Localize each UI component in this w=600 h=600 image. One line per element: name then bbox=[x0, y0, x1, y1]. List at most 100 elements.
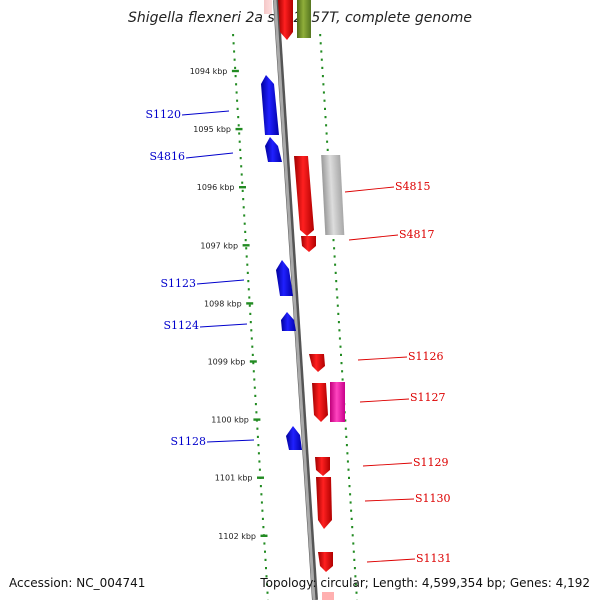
ruler-dot-right bbox=[348, 485, 351, 488]
leader-S1123 bbox=[196, 279, 245, 285]
ruler-dot-right bbox=[320, 58, 323, 61]
label-S4815[interactable]: S4815 bbox=[395, 180, 431, 193]
ruler-dot-right bbox=[326, 140, 329, 143]
leader-S1128 bbox=[206, 439, 255, 443]
ruler-dot-left bbox=[260, 501, 263, 504]
ruler-dot-left bbox=[253, 386, 256, 389]
forward-genes bbox=[294, 155, 345, 572]
ruler-dot-left bbox=[238, 132, 241, 135]
ruler-dot-right bbox=[319, 34, 322, 37]
accession-text: Accession: NC_004741 bbox=[9, 576, 146, 590]
ruler-dots bbox=[232, 34, 358, 600]
tick-label: 1094 kbp bbox=[190, 67, 228, 76]
ruler-dot-right bbox=[335, 280, 338, 283]
gray-feature bbox=[321, 155, 345, 235]
bottom-pink-feature bbox=[322, 592, 334, 600]
tick-label: 1096 kbp bbox=[197, 183, 235, 192]
ruler-dot-right bbox=[334, 263, 337, 266]
ruler-dot-left bbox=[256, 427, 259, 430]
magenta-feature bbox=[330, 382, 345, 422]
gene-S1130-shape[interactable] bbox=[316, 477, 332, 529]
gene-S1128-shape[interactable] bbox=[286, 426, 302, 450]
label-S4816[interactable]: S4816 bbox=[149, 150, 185, 163]
gene-S1129-shape[interactable] bbox=[315, 457, 330, 476]
label-S1128[interactable]: S1128 bbox=[170, 435, 206, 448]
leader-S1126 bbox=[357, 356, 408, 361]
ruler-dot-left bbox=[250, 337, 253, 340]
ruler-dot-left bbox=[247, 288, 250, 291]
tick-mark bbox=[257, 476, 264, 479]
ruler-dot-left bbox=[246, 263, 249, 266]
ruler-dot-right bbox=[346, 460, 349, 463]
ruler-dot-right bbox=[324, 107, 326, 110]
gene-S4815-shape[interactable] bbox=[294, 156, 314, 236]
ruler-dot-left bbox=[240, 173, 243, 176]
gene-S1131-shape[interactable] bbox=[318, 552, 333, 572]
ruler-dot-right bbox=[348, 476, 350, 479]
gene-S4816-shape[interactable] bbox=[265, 137, 282, 162]
gene-S1124-shape[interactable] bbox=[281, 312, 296, 331]
gene-S4817-shape[interactable] bbox=[301, 236, 316, 252]
ruler-dot-left bbox=[234, 66, 237, 69]
gene-S1126-shape[interactable] bbox=[309, 354, 325, 372]
ruler-dot-left bbox=[235, 83, 238, 86]
ruler-dot-left bbox=[248, 304, 251, 307]
reverse-genes bbox=[261, 75, 302, 450]
ruler-dot-right bbox=[323, 99, 326, 102]
topology-text: Topology: circular; Length: 4,599,354 bp… bbox=[260, 576, 590, 590]
label-S1129[interactable]: S1129 bbox=[413, 456, 449, 469]
ruler-dot-right bbox=[347, 468, 350, 471]
ruler-dot-left bbox=[246, 271, 249, 274]
ruler-dot-left bbox=[260, 493, 263, 496]
ruler-dot-right bbox=[339, 345, 342, 348]
tick-label: 1098 kbp bbox=[204, 299, 242, 308]
ruler-dot-left bbox=[254, 394, 257, 397]
gene-S1123-shape[interactable] bbox=[276, 260, 293, 296]
label-S4817[interactable]: S4817 bbox=[399, 228, 435, 241]
label-S1126[interactable]: S1126 bbox=[408, 350, 444, 363]
gene-S1120-shape[interactable] bbox=[261, 75, 279, 135]
ruler-dot-left bbox=[244, 239, 247, 242]
ruler-dot-right bbox=[341, 370, 344, 373]
ruler-dot-right bbox=[336, 304, 339, 307]
leader-S1131 bbox=[366, 558, 416, 563]
ruler-dot-right bbox=[324, 116, 327, 119]
gene-S1127-shape[interactable] bbox=[312, 383, 328, 422]
ruler-dot-right bbox=[353, 567, 356, 570]
ruler-dot-left bbox=[266, 591, 269, 594]
label-S1127[interactable]: S1127 bbox=[410, 391, 446, 404]
ruler-dot-left bbox=[248, 296, 251, 299]
ruler-dot-left bbox=[264, 550, 266, 553]
label-S1124[interactable]: S1124 bbox=[163, 319, 199, 332]
backbone bbox=[273, 0, 316, 600]
label-S1130[interactable]: S1130 bbox=[415, 492, 451, 505]
tick-label: 1099 kbp bbox=[208, 358, 246, 367]
ruler-dot-left bbox=[239, 148, 242, 151]
label-S1131[interactable]: S1131 bbox=[416, 552, 452, 565]
ruler-dot-left bbox=[249, 321, 252, 324]
ruler-dot-left bbox=[241, 189, 244, 192]
ruler-dot-right bbox=[349, 501, 352, 504]
ruler-dot-left bbox=[259, 485, 262, 488]
ruler-dot-left bbox=[253, 378, 256, 381]
label-S1123[interactable]: S1123 bbox=[160, 277, 196, 290]
ruler-dot-right bbox=[352, 550, 355, 553]
tick-label: 1100 kbp bbox=[211, 416, 249, 425]
ruler-dot-left bbox=[256, 435, 259, 438]
tick-mark bbox=[231, 69, 239, 73]
ruler-dot-left bbox=[251, 345, 254, 348]
ruler-dot-right bbox=[321, 75, 324, 78]
ruler-dot-left bbox=[258, 460, 261, 463]
ruler-dot-left bbox=[232, 34, 235, 37]
leader-S4815 bbox=[344, 186, 395, 193]
ruler-dot-left bbox=[235, 91, 238, 94]
ruler-dot-right bbox=[333, 255, 336, 258]
ruler-dot-left bbox=[237, 124, 240, 127]
leader-S1129 bbox=[362, 462, 413, 467]
tick-group: 1094 kbp 1095 kbp 1096 kbp 1097 kbp 1098 kbp… bbox=[190, 67, 268, 541]
ruler-dot-right bbox=[352, 542, 355, 545]
ruler-dot-left bbox=[241, 181, 244, 184]
top-olive-feature bbox=[297, 0, 311, 38]
ruler-dot-left bbox=[249, 312, 252, 315]
label-S1120[interactable]: S1120 bbox=[145, 108, 181, 121]
